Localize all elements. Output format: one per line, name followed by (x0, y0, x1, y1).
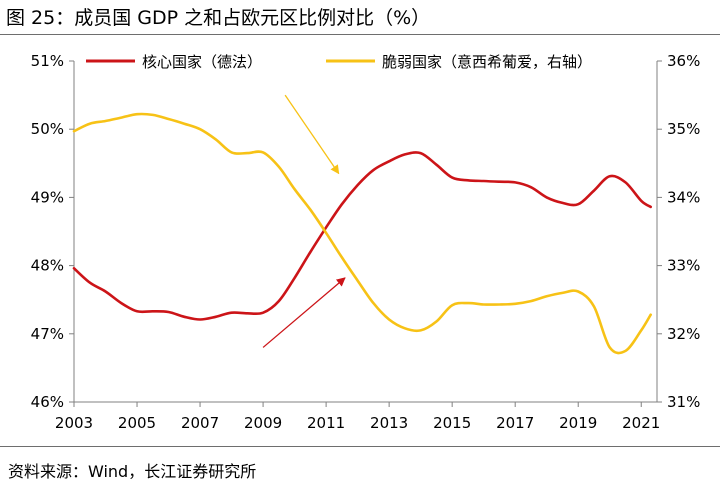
trend-arrow-core (262, 277, 346, 348)
line-chart: 46% 47% 48% 49% 50% 51% 31% 32% 33% 34% 35% 36% 2003… (31, 52, 701, 432)
y-tick-right-label: 32% (667, 325, 700, 343)
y-tick-left-label: 50% (31, 120, 64, 138)
y-tick-left-label: 48% (31, 257, 64, 275)
y-tick-left-label: 47% (31, 325, 64, 343)
series-line-periphery (72, 112, 652, 355)
y-tick-left-label: 51% (31, 52, 64, 70)
y-tick-left-label: 46% (31, 393, 64, 411)
y-tick-right-label: 35% (667, 120, 700, 138)
title-divider (0, 34, 720, 35)
x-tick-label: 2015 (433, 414, 471, 432)
x-tick-label: 2013 (370, 414, 408, 432)
x-tick-label: 2019 (559, 414, 597, 432)
y-tick-right-label: 34% (667, 188, 700, 206)
x-tick-label: 2007 (181, 414, 219, 432)
series-line-core (72, 151, 652, 321)
source-divider (0, 446, 720, 447)
y-tick-right-label: 31% (667, 393, 700, 411)
x-tick-label: 2011 (307, 414, 345, 432)
trend-arrow-periphery (284, 94, 340, 175)
x-tick-label: 2003 (55, 414, 93, 432)
x-tick-label: 2021 (622, 414, 660, 432)
legend: 核心国家（德法） 脆弱国家（意西希葡爱，右轴） (86, 53, 592, 71)
figure-title: 图 25：成员国 GDP 之和占欧元区比例对比（%） (6, 7, 431, 29)
y-tick-right-label: 36% (667, 52, 700, 70)
x-tick-label: 2005 (118, 414, 156, 432)
legend-label-core: 核心国家（德法） (142, 53, 262, 71)
x-tick-label: 2017 (496, 414, 534, 432)
series-layer (72, 112, 652, 355)
legend-label-periphery: 脆弱国家（意西希葡爱，右轴） (382, 53, 592, 71)
x-tick-label: 2009 (244, 414, 282, 432)
figure-source: 资料来源：Wind，长江证券研究所 (8, 462, 257, 481)
y-tick-right-label: 33% (667, 257, 700, 275)
y-tick-left-label: 49% (31, 188, 64, 206)
annotation-layer (262, 94, 346, 348)
axes: 46% 47% 48% 49% 50% 51% 31% 32% 33% 34% 35% 36% 2003… (31, 52, 701, 432)
